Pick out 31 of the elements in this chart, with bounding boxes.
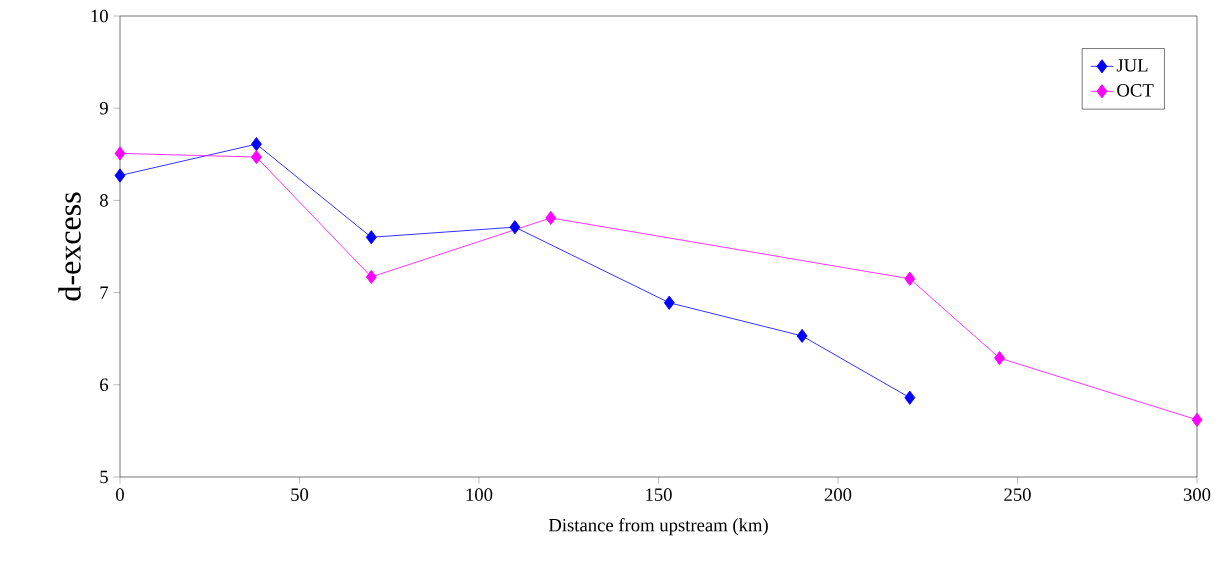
point: [251, 150, 262, 165]
x-tick-label: 250: [1004, 488, 1031, 501]
point: [994, 351, 1005, 366]
y-tick-label: 6: [100, 378, 109, 392]
x-tick-label: 150: [646, 488, 672, 501]
y-axis-title: d-excess: [58, 192, 81, 301]
y-tick-label: 9: [99, 101, 108, 115]
point: [251, 137, 262, 152]
y-tick-label: 8: [100, 194, 108, 207]
legend-label: JUL: [1116, 59, 1148, 72]
y-tick-label: 7: [100, 286, 109, 299]
y-tick-label: 5: [100, 470, 108, 484]
y-tick-label: 10: [91, 9, 108, 23]
point: [114, 146, 126, 161]
x-tick-label: 300: [1183, 488, 1211, 501]
point: [904, 390, 916, 405]
x-tick-label: 0: [116, 488, 124, 501]
point: [509, 220, 521, 235]
point: [796, 328, 808, 343]
point: [545, 210, 557, 225]
point: [114, 168, 126, 183]
x-tick-label: 100: [466, 488, 493, 501]
x-tick-label: 50: [291, 488, 309, 501]
point: [1191, 412, 1203, 427]
point: [365, 269, 377, 284]
point: [904, 271, 916, 286]
point: [663, 295, 675, 310]
point: [365, 230, 377, 245]
x-tick-label: 200: [824, 488, 852, 501]
x-axis-title: Distance from upstream (km): [548, 518, 768, 536]
legend-label: OCT: [1117, 84, 1154, 97]
